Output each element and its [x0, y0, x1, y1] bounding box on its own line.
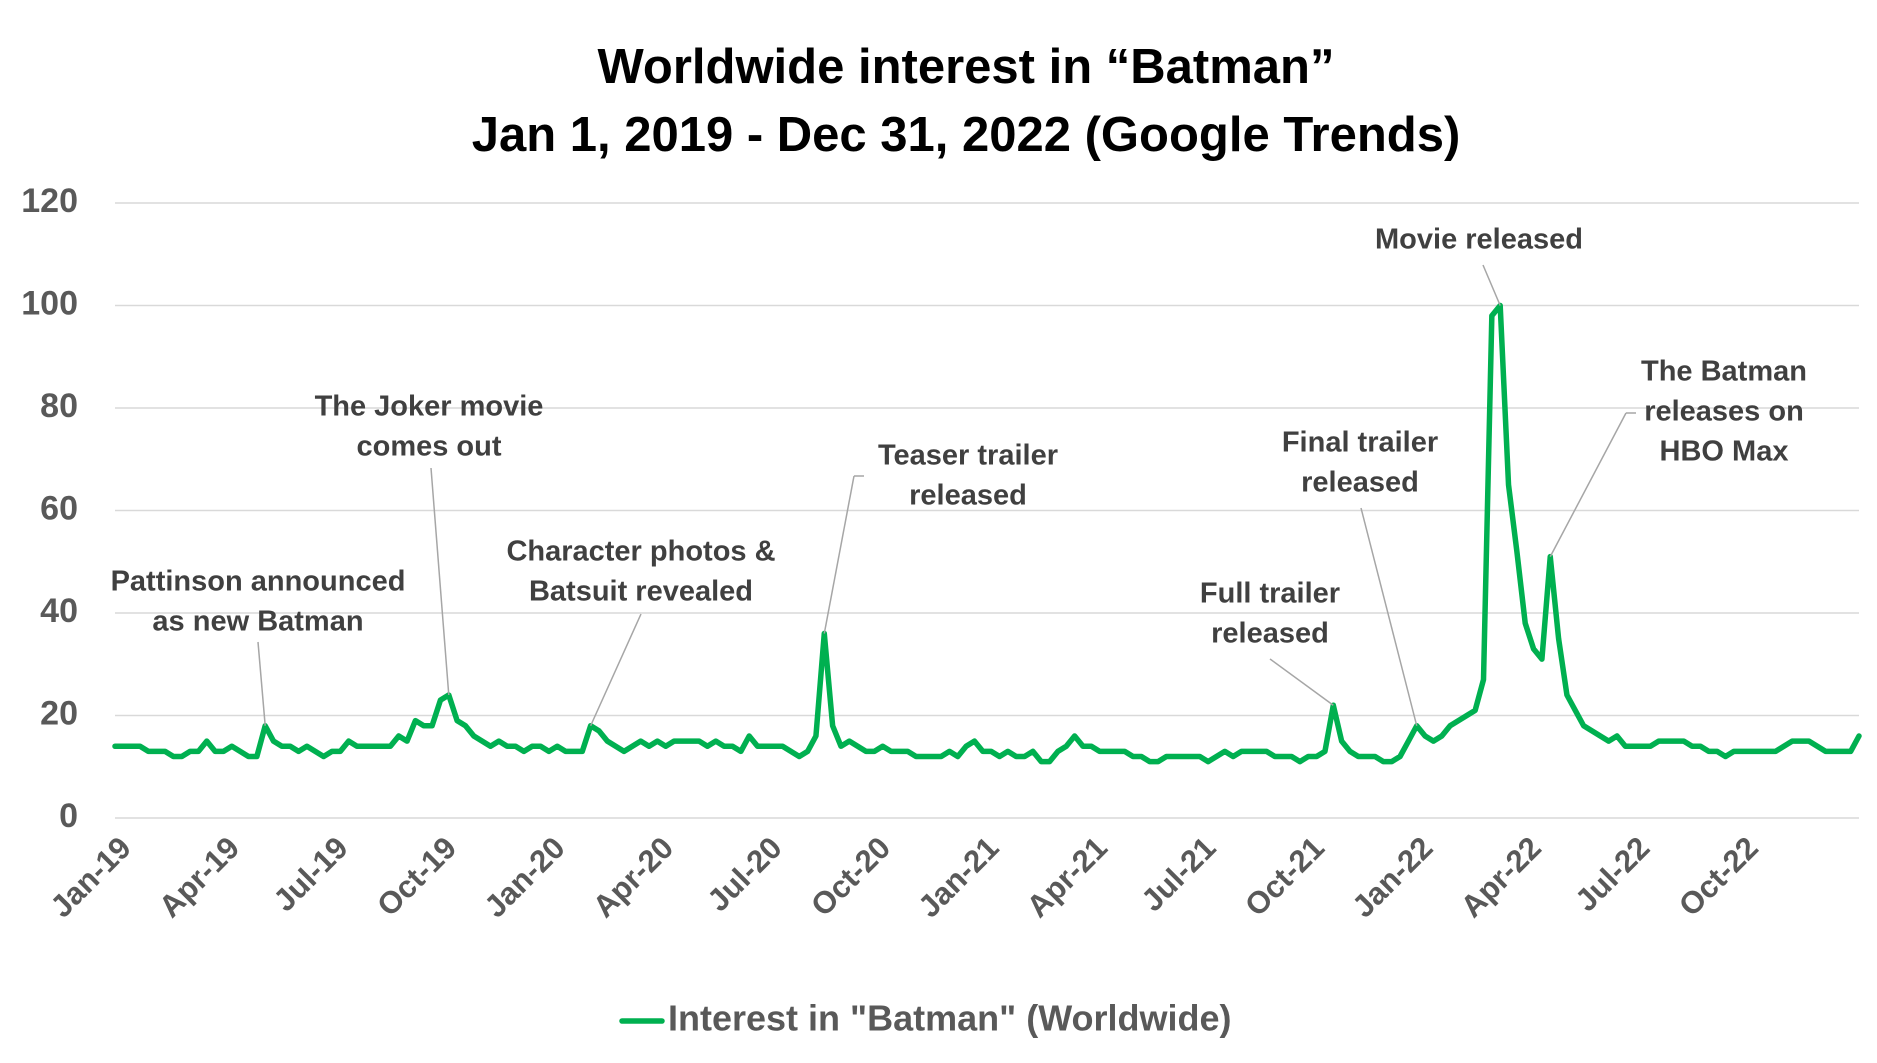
x-tick-label: Apr-19 — [152, 830, 246, 924]
annotation: comes out — [356, 431, 501, 463]
x-tick-label: Apr-22 — [1454, 830, 1548, 924]
annotation-leader — [1482, 264, 1501, 306]
annotation: The Batman — [1641, 356, 1807, 388]
x-tick-label: Oct-21 — [1238, 830, 1331, 923]
annotation: HBO Max — [1660, 436, 1789, 468]
annotation: Batsuit revealed — [529, 576, 753, 608]
x-tick-label: Oct-19 — [370, 830, 463, 923]
annotation: Pattinson announced — [111, 566, 406, 598]
y-tick-label: 20 — [40, 694, 78, 732]
y-tick-label: 100 — [21, 284, 78, 322]
annotation: released — [909, 480, 1027, 512]
annotation: Character photos & — [506, 536, 775, 568]
annotation: released — [1301, 467, 1419, 499]
chart-title: Worldwide interest in “Batman” — [598, 40, 1335, 94]
x-tick-label: Jan-21 — [911, 830, 1005, 924]
annotation-leader — [823, 475, 855, 634]
annotation-leader — [1360, 507, 1418, 726]
annotation-leader — [257, 641, 266, 726]
x-tick-label: Jul-22 — [1568, 830, 1656, 918]
data-line — [112, 302, 1862, 765]
annotation-leader — [1269, 658, 1334, 706]
x-tick-label: Apr-20 — [586, 830, 680, 924]
x-tick-label: Jan-19 — [44, 830, 138, 924]
annotation: as new Batman — [152, 606, 363, 638]
y-tick-label: 80 — [40, 387, 78, 425]
x-tick-label: Jan-20 — [477, 830, 571, 924]
x-tick-label: Oct-22 — [1672, 830, 1765, 923]
legend-label: Interest in "Batman" (Worldwide) — [668, 998, 1232, 1039]
annotation-leader — [1549, 412, 1627, 557]
annotation: Final trailer — [1282, 427, 1438, 459]
y-tick-label: 0 — [59, 797, 78, 835]
x-tick-label: Jul-19 — [267, 830, 355, 918]
annotation: released — [1211, 618, 1329, 650]
annotation: Movie released — [1375, 224, 1583, 256]
annotation-leader — [589, 613, 642, 727]
x-tick-label: Jan-22 — [1345, 830, 1439, 924]
chart-subtitle: Jan 1, 2019 - Dec 31, 2022 (Google Trend… — [472, 108, 1461, 162]
y-tick-label: 40 — [40, 592, 78, 630]
annotation: The Joker movie — [315, 391, 544, 423]
annotation: Teaser trailer — [878, 440, 1058, 472]
x-tick-label: Oct-20 — [804, 830, 897, 923]
y-tick-label: 120 — [21, 182, 78, 220]
y-tick-label: 60 — [40, 489, 78, 527]
x-tick-label: Apr-21 — [1020, 830, 1114, 924]
annotation: Full trailer — [1200, 578, 1340, 610]
x-tick-label: Jul-21 — [1134, 830, 1222, 918]
annotation-leader — [430, 467, 450, 696]
annotation: releases on — [1644, 396, 1804, 428]
x-tick-label: Jul-20 — [700, 830, 788, 918]
